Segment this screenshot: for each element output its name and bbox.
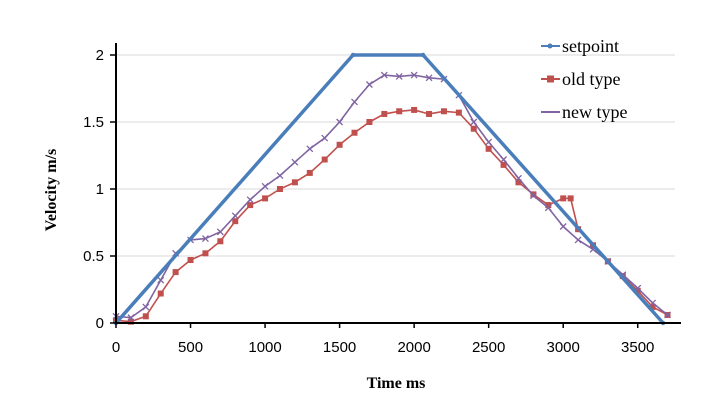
data-point: [529, 192, 537, 200]
data-point: [261, 182, 269, 190]
data-point: [410, 71, 418, 79]
data-point: [455, 109, 462, 116]
data-point: [321, 156, 328, 163]
x-tick-label: 500: [178, 339, 203, 356]
legend-item: setpoint: [541, 36, 619, 56]
data-point: [247, 202, 254, 209]
data-point: [396, 108, 403, 115]
data-point: [380, 71, 388, 79]
data-point: [366, 119, 373, 125]
data-point: [634, 287, 641, 294]
data-point: [231, 212, 239, 220]
series-old-type: [113, 106, 671, 325]
data-point: [420, 52, 426, 58]
data-point: [530, 191, 537, 198]
data-point: [201, 235, 209, 243]
data-point: [351, 129, 358, 136]
data-point: [157, 276, 165, 284]
x-axis-title: Time ms: [367, 375, 426, 392]
data-point: [306, 145, 314, 153]
data-point: [232, 218, 239, 225]
data-point: [425, 74, 433, 82]
data-point: [649, 299, 657, 307]
data-point: [560, 195, 567, 202]
data-point: [127, 318, 134, 325]
data-point: [276, 186, 283, 192]
data-point: [142, 313, 149, 320]
data-point: [485, 138, 493, 146]
data-point: [500, 161, 507, 168]
x-tick-label: 0: [112, 339, 120, 356]
x-tick-label: 1500: [323, 339, 356, 356]
data-point: [470, 125, 477, 132]
data-point: [217, 238, 224, 245]
data-point: [142, 303, 150, 311]
data-point: [515, 179, 522, 186]
x-tick-label: 1000: [248, 339, 281, 356]
data-point: [246, 196, 254, 204]
data-point: [202, 250, 209, 257]
data-point: [470, 118, 478, 126]
data-point: [336, 118, 344, 126]
data-point: [187, 257, 194, 264]
x-tick-label: 3000: [547, 339, 580, 356]
data-point: [411, 106, 418, 113]
legend-label: old type: [562, 69, 621, 89]
data-point: [395, 72, 403, 80]
x-tick-label: 2000: [397, 339, 430, 356]
data-point: [649, 303, 656, 310]
data-point: [291, 179, 298, 186]
series-line: [115, 109, 668, 323]
y-axis-title: Velocity m/s: [43, 149, 60, 232]
data-point: [216, 228, 224, 236]
tick-labels: 0 0.5 1 1.5 2 0 500 1000 1500 2000 2500 3000 3500: [83, 47, 654, 356]
data-point: [365, 81, 373, 88]
data-point: [336, 141, 343, 148]
legend-marker: [547, 43, 553, 49]
data-point: [276, 172, 284, 180]
data-point: [426, 110, 433, 117]
data-point: [544, 204, 552, 212]
x-tick-label: 3500: [621, 339, 654, 356]
axes: [115, 43, 681, 324]
data-point: [321, 134, 329, 142]
x-tick-label: 2500: [472, 339, 505, 356]
legend-item: new type: [541, 102, 627, 122]
legend-item: old type: [541, 69, 621, 89]
data-point: [515, 174, 522, 182]
series-line: [114, 53, 665, 325]
data-point: [262, 195, 269, 202]
data-point: [500, 156, 508, 163]
data-point: [545, 202, 552, 209]
data-point: [485, 145, 492, 152]
legend-marker: [547, 75, 554, 83]
legend: setpoint old type new type: [541, 36, 627, 122]
data-point: [567, 195, 574, 202]
y-tick-label: 1.5: [83, 114, 104, 131]
data-point: [172, 269, 179, 276]
legend-label: setpoint: [562, 36, 619, 56]
y-tick-label: 1: [96, 181, 104, 198]
y-tick-label: 0: [96, 315, 104, 332]
data-point: [350, 52, 356, 58]
data-point: [127, 314, 135, 322]
data-point: [291, 158, 299, 166]
data-point: [351, 98, 358, 106]
data-point: [381, 110, 388, 117]
y-tick-label: 2: [96, 47, 104, 64]
data-point: [664, 311, 672, 319]
data-point: [559, 223, 567, 230]
data-point: [157, 290, 164, 297]
data-point: [440, 108, 447, 115]
y-tick-label: 0.5: [83, 248, 104, 265]
data-point: [306, 169, 313, 176]
data-point: [574, 236, 582, 244]
series-new-type: [112, 71, 672, 322]
legend-label: new type: [562, 102, 627, 122]
